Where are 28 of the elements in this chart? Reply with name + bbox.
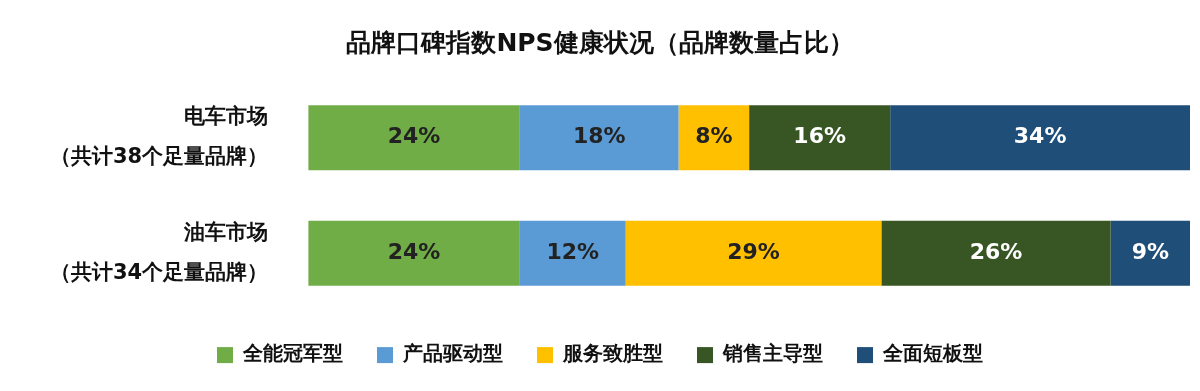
legend-label: 全能冠军型 (242, 341, 343, 366)
bar (881, 220, 1111, 286)
legend-label: 销售主导型 (722, 341, 823, 366)
bar (678, 105, 750, 171)
data-label: 16% (793, 123, 846, 149)
data-label: 18% (572, 123, 626, 149)
data-label: 24% (387, 239, 441, 265)
bar (519, 220, 626, 286)
bar (749, 105, 891, 171)
legend-label: 全面短板型 (882, 341, 983, 366)
chart-title: 品牌口碑指数NPS健康状况（品牌数量占比） (346, 28, 854, 58)
data-label: 8% (695, 123, 733, 149)
bar (890, 105, 1190, 171)
y-tick-label: 油车市场（共计34个足量品牌） (49, 219, 269, 284)
data-label: 26% (969, 239, 1023, 265)
bar (1110, 220, 1190, 286)
y-tick-label: 电车市场（共计38个足量品牌） (49, 104, 269, 169)
data-label: 9% (1131, 239, 1169, 265)
data-label: 12% (546, 239, 600, 265)
data-label: 24% (387, 123, 441, 149)
bar (308, 220, 520, 286)
bar (625, 220, 882, 286)
bar (519, 105, 679, 171)
bar (308, 105, 520, 171)
legend-label: 产品驱动型 (402, 341, 503, 366)
data-label: 34% (1013, 123, 1067, 149)
data-label: 29% (727, 239, 780, 265)
legend-label: 服务致胜型 (562, 341, 663, 366)
